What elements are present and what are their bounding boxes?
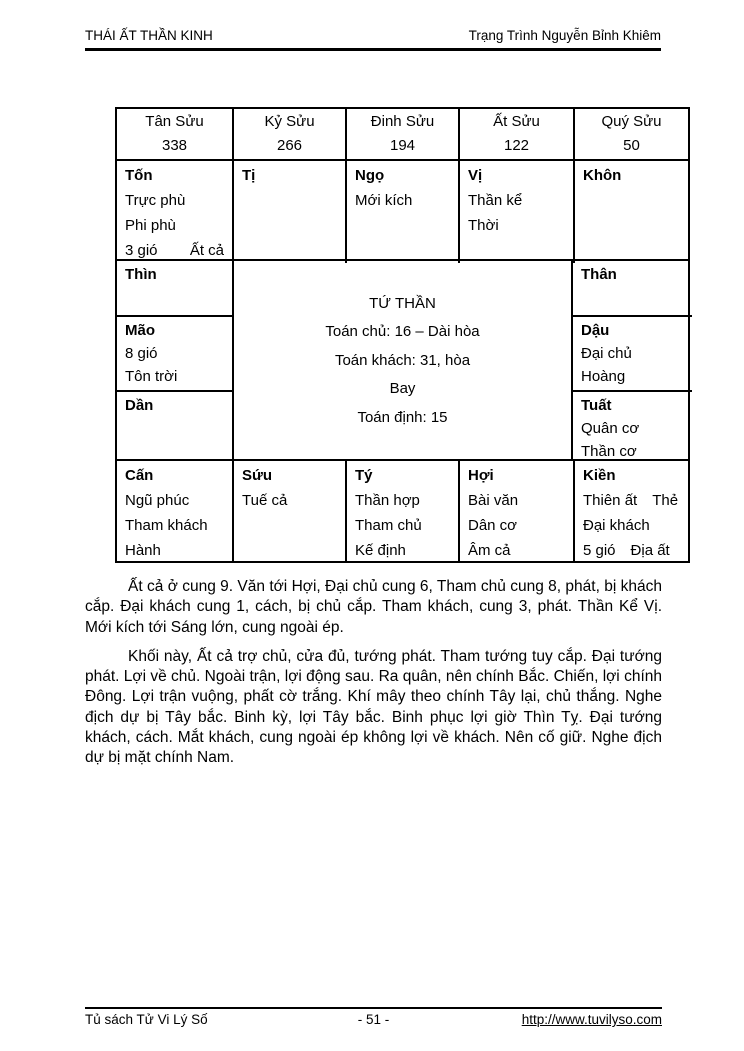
cell-at-suu: Ất Sửu 122 bbox=[458, 109, 573, 159]
center-title: TỨ THẦN bbox=[369, 294, 436, 312]
year-name: Kỷ Sửu bbox=[264, 113, 315, 130]
footer-series-title: Tủ sách Tử Vi Lý Số bbox=[85, 1012, 208, 1027]
center-line: Bay bbox=[389, 380, 416, 398]
cell-can: Cấn Ngũ phúc Tham khách Hành bbox=[117, 461, 232, 563]
cell-ngo: Ngọ Mới kích bbox=[345, 161, 458, 263]
cell-line: Tham khách bbox=[125, 517, 208, 534]
cell-line: Thần hợp bbox=[355, 492, 420, 509]
cell-tuat: Tuất Quân cơ Thần cơ bbox=[573, 390, 692, 461]
cell-ton: Tốn Trực phù Phi phù 3 gió Ất cả bbox=[117, 161, 232, 263]
table-row-south: Tốn Trực phù Phi phù 3 gió Ất cả Tị Ngọ … bbox=[117, 159, 688, 263]
cell-vi: Vị Thần kể Thời bbox=[458, 161, 573, 263]
palace-label: Khôn bbox=[583, 167, 622, 184]
cell-line: 5 gió Địa ất bbox=[583, 542, 670, 559]
center-line: Toán khách: 31, hòa bbox=[334, 351, 471, 369]
center-line: Toán chủ: 16 – Dài hòa bbox=[325, 323, 480, 341]
palace-label: Thân bbox=[581, 266, 617, 283]
palace-label: Dần bbox=[125, 397, 154, 414]
palace-label: Sứu bbox=[242, 467, 273, 484]
cell-line: Tuế cả bbox=[242, 492, 288, 509]
palace-label: Kiền bbox=[583, 467, 616, 484]
cell-than: Thân bbox=[573, 261, 692, 315]
year-number: 50 bbox=[623, 137, 640, 154]
center-line: Toán định: 15 bbox=[357, 408, 448, 426]
palace-label: Tốn bbox=[125, 167, 153, 184]
cell-line: Thần kể bbox=[468, 192, 523, 209]
cell-line: Ngũ phúc bbox=[125, 492, 190, 509]
cell-line: Đại chủ bbox=[581, 345, 632, 362]
palace-label: Tý bbox=[355, 467, 373, 484]
palace-label: Mão bbox=[125, 322, 155, 339]
page-number: - 51 - bbox=[357, 1012, 390, 1027]
cell-mao: Mão 8 gió Tôn trời bbox=[117, 315, 232, 390]
cell-line: Tôn trời bbox=[125, 368, 178, 385]
page-header: THÁI ẤT THẦN KINH Trạng Trình Nguyễn Bỉn… bbox=[85, 28, 661, 51]
center-cell-tu-than: TỨ THẦN Toán chủ: 16 – Dài hòa Toán khác… bbox=[232, 261, 573, 461]
cell-line: Trực phù bbox=[125, 192, 186, 209]
cell-line: Dân cơ bbox=[468, 517, 518, 534]
author-name: Trạng Trình Nguyễn Bỉnh Khiêm bbox=[468, 28, 661, 43]
cell-line: 3 gió Ất cả bbox=[125, 242, 224, 259]
palace-label: Ngọ bbox=[355, 167, 385, 184]
cell-tan-suu: Tân Sửu 338 bbox=[117, 109, 232, 159]
page-footer: Tủ sách Tử Vi Lý Số - 51 - http://www.tu… bbox=[85, 1007, 662, 1028]
palace-label: Cấn bbox=[125, 467, 154, 484]
table-middle-band: Thìn Mão 8 gió Tôn trời Dần TỨ THẦN Toán… bbox=[117, 259, 692, 461]
year-name: Ất Sửu bbox=[493, 113, 540, 130]
cell-suu: Sứu Tuế cả bbox=[232, 461, 345, 563]
cell-line: Mới kích bbox=[355, 192, 413, 209]
cell-line: Âm cả bbox=[468, 542, 511, 559]
palace-label: Dậu bbox=[581, 322, 610, 339]
palace-label: Thìn bbox=[125, 266, 157, 283]
book-title: THÁI ẤT THẦN KINH bbox=[85, 28, 213, 43]
body-paragraph: Ất cả ở cung 9. Văn tới Hợi, Đại chủ cun… bbox=[85, 578, 662, 636]
left-stack: Thìn Mão 8 gió Tôn trời Dần bbox=[117, 261, 232, 461]
right-stack: Thân Dậu Đại chủ Hoàng Tuất Quân cơ Thần… bbox=[573, 261, 692, 461]
year-name: Quý Sửu bbox=[601, 113, 662, 130]
cell-line: Thần cơ bbox=[581, 443, 637, 460]
cell-line: Thiên ất Thẻ bbox=[583, 492, 679, 509]
cell-kien: Kiền Thiên ất Thẻ Đại khách 5 gió Địa ất bbox=[573, 461, 688, 563]
palace-label: Hợi bbox=[468, 467, 494, 484]
cell-quy-suu: Quý Sửu 50 bbox=[573, 109, 688, 159]
palace-label: Tị bbox=[242, 167, 256, 184]
cell-khon: Khôn bbox=[573, 161, 688, 263]
cell-dinh-suu: Đinh Sửu 194 bbox=[345, 109, 458, 159]
cell-ty: Tý Thần hợp Tham chủ Kế định bbox=[345, 461, 458, 563]
cell-line: Hành bbox=[125, 542, 161, 559]
cell-ky-suu: Kỷ Sửu 266 bbox=[232, 109, 345, 159]
table-row-north: Cấn Ngũ phúc Tham khách Hành Sứu Tuế cả … bbox=[117, 459, 688, 563]
cell-line: Thời bbox=[468, 217, 499, 234]
year-number: 122 bbox=[503, 137, 530, 154]
cell-hoi: Hợi Bài văn Dân cơ Âm cả bbox=[458, 461, 573, 563]
thai-at-chart-table: Tân Sửu 338 Kỷ Sửu 266 Đinh Sửu 194 Ất S… bbox=[115, 107, 692, 563]
cell-line: Tham chủ bbox=[355, 517, 422, 534]
year-number: 266 bbox=[276, 137, 303, 154]
cell-line: Hoàng bbox=[581, 368, 626, 385]
cell-line: Phi phù bbox=[125, 217, 176, 234]
cell-line: Kế định bbox=[355, 542, 406, 559]
table-header-row: Tân Sửu 338 Kỷ Sửu 266 Đinh Sửu 194 Ất S… bbox=[117, 109, 688, 159]
body-text: Ất cả ở cung 9. Văn tới Hợi, Đại chủ cun… bbox=[85, 577, 662, 769]
cell-dau: Dậu Đại chủ Hoàng bbox=[573, 315, 692, 390]
year-number: 194 bbox=[389, 137, 416, 154]
cell-thin: Thìn bbox=[117, 261, 232, 315]
palace-label: Tuất bbox=[581, 397, 612, 414]
cell-line: Đại khách bbox=[583, 517, 650, 534]
year-name: Đinh Sửu bbox=[370, 113, 435, 130]
body-paragraph: Khối này, Ất cả trợ chủ, cửa đủ, tướng p… bbox=[85, 647, 662, 767]
cell-line: Quân cơ bbox=[581, 420, 640, 437]
year-name: Tân Sửu bbox=[145, 113, 204, 130]
cell-line: 8 gió bbox=[125, 345, 158, 362]
palace-label: Vị bbox=[468, 167, 483, 184]
cell-line: Bài văn bbox=[468, 492, 519, 509]
footer-url-link[interactable]: http://www.tuvilyso.com bbox=[521, 1012, 662, 1027]
cell-dan: Dần bbox=[117, 390, 232, 461]
cell-ti: Tị bbox=[232, 161, 345, 263]
year-number: 338 bbox=[161, 137, 188, 154]
